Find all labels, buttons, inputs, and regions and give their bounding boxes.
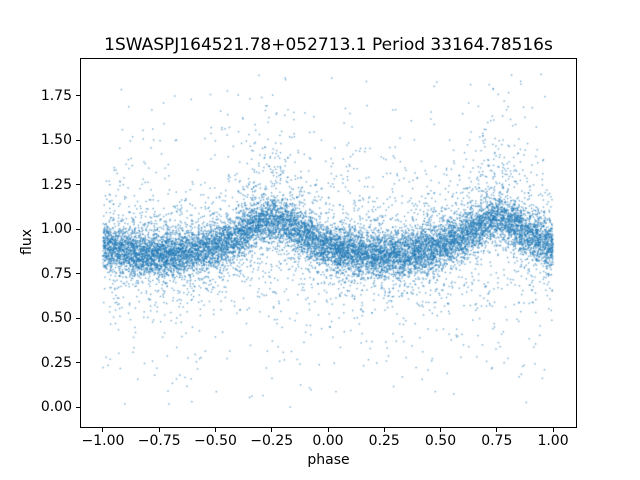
x-tick-label: −1.00 [81,433,125,449]
x-tick-label: 0.25 [368,433,400,449]
x-tick-label: 0.50 [424,433,457,449]
y-tick-mark [76,273,80,275]
y-tick-label: 0.25 [40,354,72,371]
y-tick-mark [76,228,80,230]
x-axis-label: phase [307,452,350,468]
y-tick-mark [76,362,80,364]
x-tick-mark [158,428,160,432]
x-tick-mark [271,428,273,432]
y-tick-mark [76,406,80,408]
x-tick-mark [327,428,329,432]
x-tick-label: 0.75 [481,433,513,449]
x-tick-label: −0.50 [194,433,237,449]
y-tick-mark [76,139,80,141]
y-tick-label: 0.50 [40,310,72,327]
y-tick-label: 1.00 [40,221,72,238]
x-tick-label: 1.00 [537,433,569,449]
y-tick-label: 1.50 [40,132,72,149]
x-tick-label: −0.75 [137,433,181,449]
y-tick-label: 0.00 [40,399,72,416]
x-tick-mark [552,428,554,432]
y-tick-mark [76,317,80,319]
y-axis-label: flux [19,229,35,255]
y-tick-mark [76,184,80,186]
y-tick-label: 1.75 [40,87,72,104]
x-tick-mark [440,428,442,432]
x-tick-label: −0.25 [250,433,294,449]
y-tick-mark [76,95,80,97]
y-tick-label: 0.75 [40,265,72,282]
chart-title: 1SWASPJ164521.78+052713.1 Period 33164.7… [104,35,553,55]
x-tick-label: 0.00 [312,433,344,449]
x-tick-mark [496,428,498,432]
x-tick-mark [214,428,216,432]
y-tick-label: 1.25 [40,176,72,193]
x-tick-mark [383,428,385,432]
x-tick-mark [102,428,104,432]
